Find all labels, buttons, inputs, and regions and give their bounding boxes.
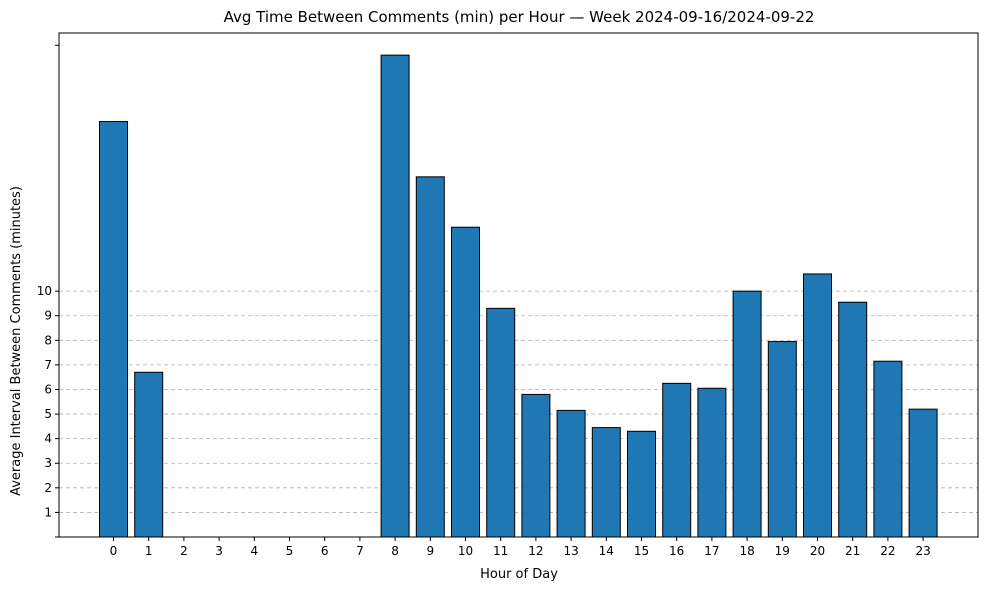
bar <box>380 54 410 538</box>
x-tick-label: 3 <box>215 544 223 558</box>
bars <box>99 54 938 538</box>
x-axis-label: Hour of Day <box>480 567 558 582</box>
bar <box>908 408 938 538</box>
bar <box>697 387 727 538</box>
x-tick-label: 11 <box>493 544 508 558</box>
y-tick-label: 9 <box>44 309 52 323</box>
x-tick-label: 6 <box>321 544 329 558</box>
y-tick-label: 4 <box>44 432 52 446</box>
x-tick-label: 2 <box>180 544 188 558</box>
y-tick-label: 5 <box>44 407 52 421</box>
bar <box>486 307 516 538</box>
bar <box>838 301 868 538</box>
chart-title: Avg Time Between Comments (min) per Hour… <box>224 8 815 26</box>
bar <box>99 121 128 538</box>
bar <box>134 371 164 538</box>
x-tick-label: 8 <box>391 544 399 558</box>
x-tick-label: 16 <box>669 544 684 558</box>
x-tick-label: 18 <box>739 544 754 558</box>
bar <box>873 360 903 538</box>
y-tick-label: 7 <box>44 358 52 372</box>
bar <box>767 341 797 538</box>
y-axis-ticks: 1 2 3 4 5 6 7 8 9 10 <box>37 44 59 538</box>
x-tick-label: 7 <box>356 544 364 558</box>
x-tick-label: 1 <box>145 544 153 558</box>
x-tick-label: 22 <box>880 544 895 558</box>
bar <box>415 176 445 538</box>
x-tick-label: 23 <box>915 544 930 558</box>
y-tick-label: 6 <box>44 382 52 396</box>
x-tick-label: 4 <box>250 544 258 558</box>
x-tick-label: 10 <box>458 544 473 558</box>
bar <box>732 290 762 538</box>
bar <box>803 273 832 538</box>
y-axis-label: Average Interval Between Comments (minut… <box>9 186 24 496</box>
x-tick-label: 19 <box>775 544 790 558</box>
bar <box>556 409 586 538</box>
bar <box>451 226 480 538</box>
x-tick-label: 13 <box>563 544 578 558</box>
x-tick-label: 0 <box>110 544 118 558</box>
y-tick-label: 10 <box>37 284 52 298</box>
x-tick-label: 20 <box>810 544 825 558</box>
x-tick-label: 17 <box>704 544 719 558</box>
x-axis-ticks: 0 1 2 3 4 5 6 7 8 9 10 11 12 13 14 15 16 17 18 19 20 21 22 23 <box>110 537 931 558</box>
x-tick-label: 9 <box>426 544 434 558</box>
y-tick-label: 3 <box>44 456 52 470</box>
y-tick-label: 1 <box>44 505 52 519</box>
bar <box>591 427 621 538</box>
x-tick-label: 14 <box>599 544 614 558</box>
x-tick-label: 12 <box>528 544 543 558</box>
x-tick-label: 5 <box>286 544 294 558</box>
bar <box>627 430 656 538</box>
x-tick-label: 15 <box>634 544 649 558</box>
x-tick-label: 21 <box>845 544 860 558</box>
y-tick-label: 8 <box>44 333 52 347</box>
plot-frame <box>58 32 979 538</box>
y-tick-label: 2 <box>44 481 52 495</box>
bar <box>521 393 551 538</box>
bar <box>662 382 692 538</box>
